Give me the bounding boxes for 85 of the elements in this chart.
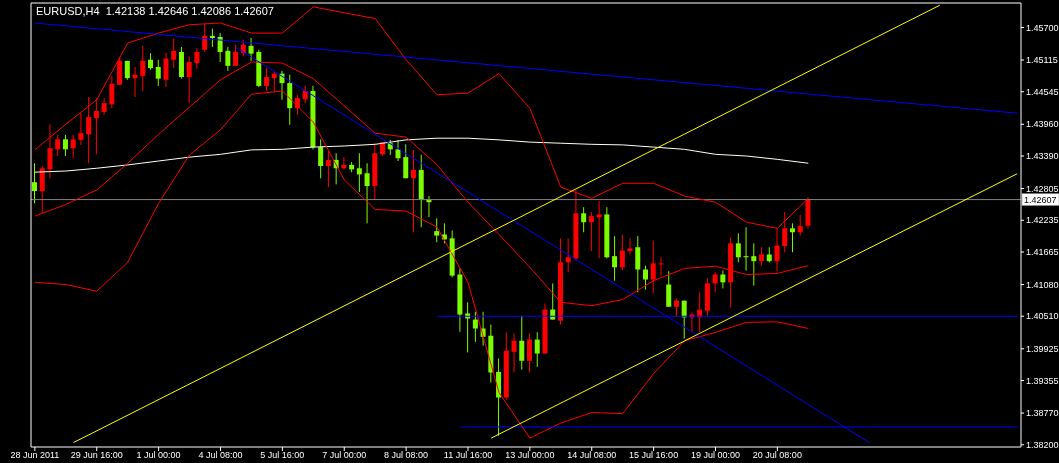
y-tick-label: 1.38200 [1026,439,1059,450]
candlestick [596,200,602,259]
candlestick [627,237,633,255]
y-tick-label: 1.44545 [1026,86,1059,97]
candlestick [194,47,200,70]
y-tick-label: 1.41080 [1026,279,1059,290]
y-tick-label: 1.45700 [1026,22,1059,33]
candlestick [171,38,177,69]
x-tick-label: 29 Jun 16:00 [70,450,123,461]
candlestick [797,214,803,237]
candlestick [751,242,757,287]
candlestick [789,222,795,253]
x-tick-label: 19 Jul 00:00 [690,450,741,461]
y-tick-label: 1.39355 [1026,375,1059,386]
candlestick [550,282,556,321]
x-tick-label: 11 Jul 16:00 [443,450,493,461]
y-tick-label: 1.43390 [1026,151,1059,162]
x-tick-label: 8 Jul 08:00 [384,450,429,461]
x-tick-label: 1 Jul 00:00 [136,450,181,461]
candlestick [581,206,587,233]
candlestick [735,232,741,263]
candlestick [39,165,45,214]
candlestick [55,134,61,157]
candlestick [101,97,107,116]
candlestick [78,112,84,146]
chart-title: EURUSD,H4 1.42138 1.42646 1.42086 1.42607 [36,5,274,17]
candlestick [86,96,92,164]
ref-line-label: 1.42607 [1024,195,1057,206]
candlestick [527,333,532,373]
candlestick [511,333,517,373]
candlestick [109,75,115,109]
candlestick [565,237,571,273]
candlestick [140,45,146,92]
candlestick [202,23,208,53]
x-tick-label: 15 Jul 16:00 [629,450,679,461]
x-tick-label: 20 Jul 08:00 [752,450,802,461]
candlestick [681,300,687,339]
x-tick-label: 5 Jul 16:00 [260,450,305,461]
candlestick [619,233,625,272]
x-tick-label: 4 Jul 08:00 [198,450,243,461]
x-tick-label: 14 Jul 08:00 [567,450,617,461]
candlestick [658,256,664,277]
candlestick [612,235,618,282]
y-tick-label: 1.43960 [1026,119,1059,130]
candlestick [410,149,416,233]
candlestick [163,52,169,88]
y-tick-label: 1.45115 [1026,55,1058,66]
candlestick [650,240,656,294]
candlestick [403,143,409,179]
candlestick [32,162,37,204]
candlestick [588,211,594,252]
candlestick [47,123,53,179]
candlestick [720,270,726,289]
line-series [34,137,809,173]
candlestick [225,46,231,72]
candlestick [248,37,254,62]
candlestick [666,270,672,308]
x-tick-label: 7 Jul 00:00 [322,450,367,461]
candlestick [70,134,76,159]
candlestick [318,138,324,179]
y-tick-label: 1.38770 [1026,408,1059,419]
y-tick-label: 1.42805 [1026,183,1059,194]
x-tick-label: 28 Jun 2011 [10,450,60,461]
y-tick-label: 1.41665 [1026,247,1059,258]
candlestick [233,44,239,67]
candlestick [534,331,540,368]
candlestick [117,56,123,86]
y-tick-label: 1.42235 [1026,215,1059,226]
candlestick [93,97,99,155]
candlestick [62,134,68,157]
candlestick [325,149,331,188]
candlestick [635,235,641,293]
candlestick [643,265,649,291]
candlestick [434,217,440,243]
candlestick [186,56,192,104]
x-tick-label: 13 Jul 00:00 [505,450,555,461]
candlestick [673,297,679,318]
candlestick [364,162,370,224]
candlestick [155,59,161,87]
candlestick [759,246,765,267]
y-tick-label: 1.39925 [1026,343,1059,354]
candlestick [209,28,215,48]
candlestick [519,315,525,371]
y-tick-label: 1.40510 [1026,311,1059,322]
candlestick [356,152,362,193]
